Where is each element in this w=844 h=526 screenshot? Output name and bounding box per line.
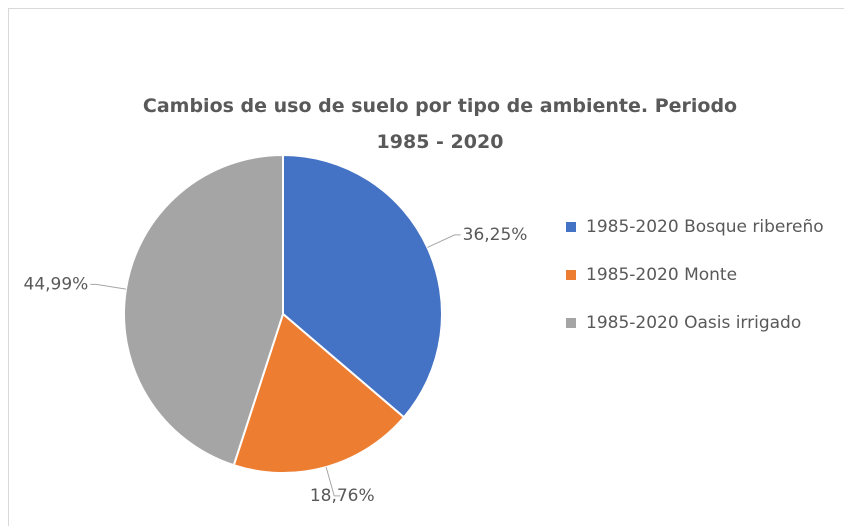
data-label: 44,99%	[24, 274, 89, 294]
leader-line	[325, 466, 341, 497]
legend-label: 1985-2020 Monte	[586, 265, 738, 285]
pie-slice	[123, 153, 284, 467]
legend-swatch	[566, 318, 576, 328]
leader-line	[427, 234, 461, 248]
legend-swatch	[566, 222, 576, 232]
chart-border	[8, 8, 844, 526]
data-label: 36,25%	[463, 225, 528, 245]
legend-item: 1985-2020 Bosque ribereño	[566, 212, 836, 242]
chart-title: Cambios de uso de suelo por tipo de ambi…	[142, 95, 738, 153]
legend-item: 1985-2020 Monte	[566, 260, 836, 290]
legend-item: 1985-2020 Oasis irrigado	[566, 308, 836, 338]
pie-slice	[282, 153, 443, 419]
data-label: 18,76%	[310, 486, 375, 506]
legend: 1985-2020 Bosque ribereño 1985-2020 Monte…	[566, 212, 836, 356]
legend-label: 1985-2020 Oasis irrigado	[586, 313, 802, 333]
legend-swatch	[566, 270, 576, 280]
leader-line	[90, 283, 127, 290]
legend-label: 1985-2020 Bosque ribereño	[586, 217, 824, 237]
